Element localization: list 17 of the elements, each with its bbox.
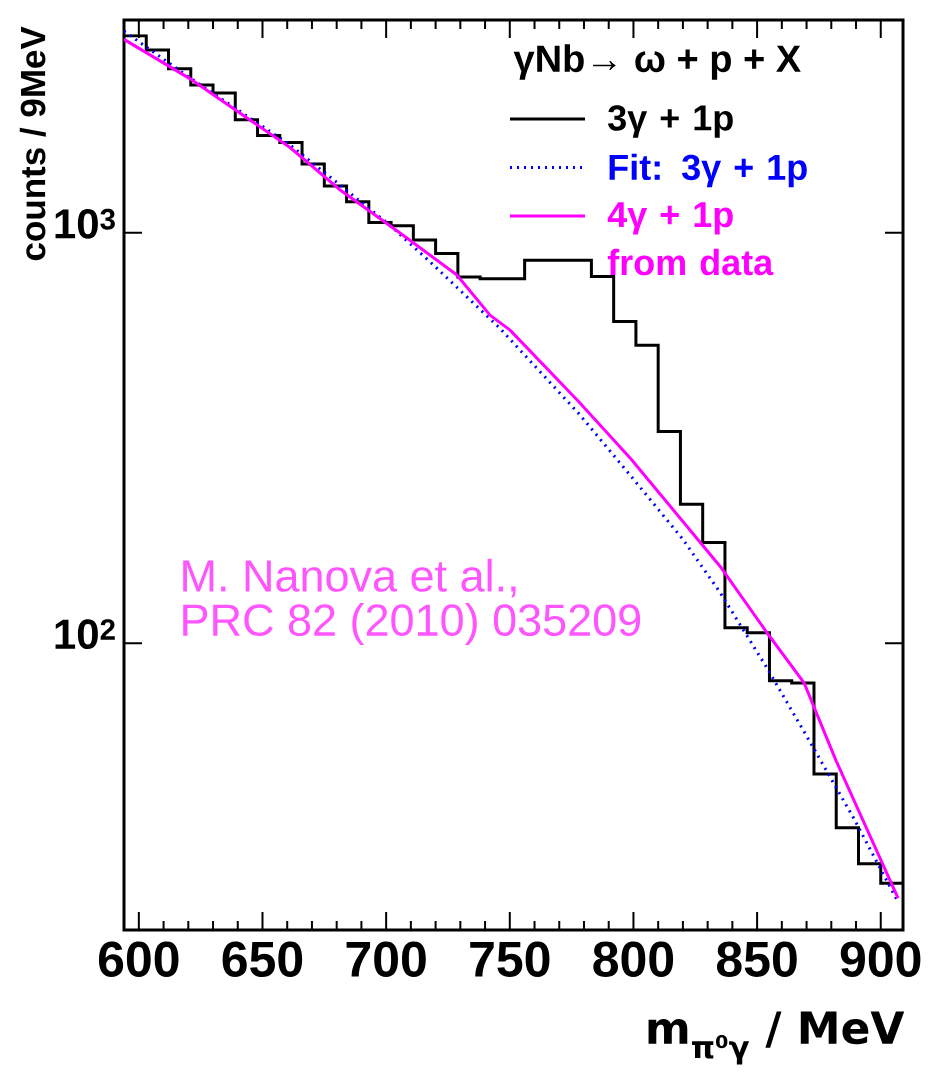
annotation: PRC 82 (2010) 035209	[183, 603, 641, 645]
x-tick-label: 850	[716, 941, 797, 977]
x-axis-title: m$_{π⁰γ}$ / MeV	[648, 1011, 905, 1065]
legend-label: 3γ + 1p	[608, 105, 733, 138]
y-tick-label: 10$^{3}$	[55, 208, 115, 239]
legend-title: γNb→ ω + p + X	[513, 44, 801, 80]
y-tick-label: 10$^{2}$	[55, 619, 115, 650]
legend-label: Fit: 3γ + 1p	[609, 153, 807, 188]
x-tick-label: 600	[98, 941, 179, 977]
x-tick-label: 650	[222, 941, 303, 977]
x-tick-label: 700	[346, 941, 426, 977]
x-tick-label: 750	[470, 941, 550, 977]
annotation: M. Nanova et al.,	[183, 558, 516, 598]
x-tick-label: 800	[593, 941, 674, 977]
x-tick-label: 900	[840, 941, 921, 977]
y-axis-title: counts / 9MeV	[19, 26, 46, 261]
legend-label: 4γ + 1p from data	[607, 202, 774, 276]
